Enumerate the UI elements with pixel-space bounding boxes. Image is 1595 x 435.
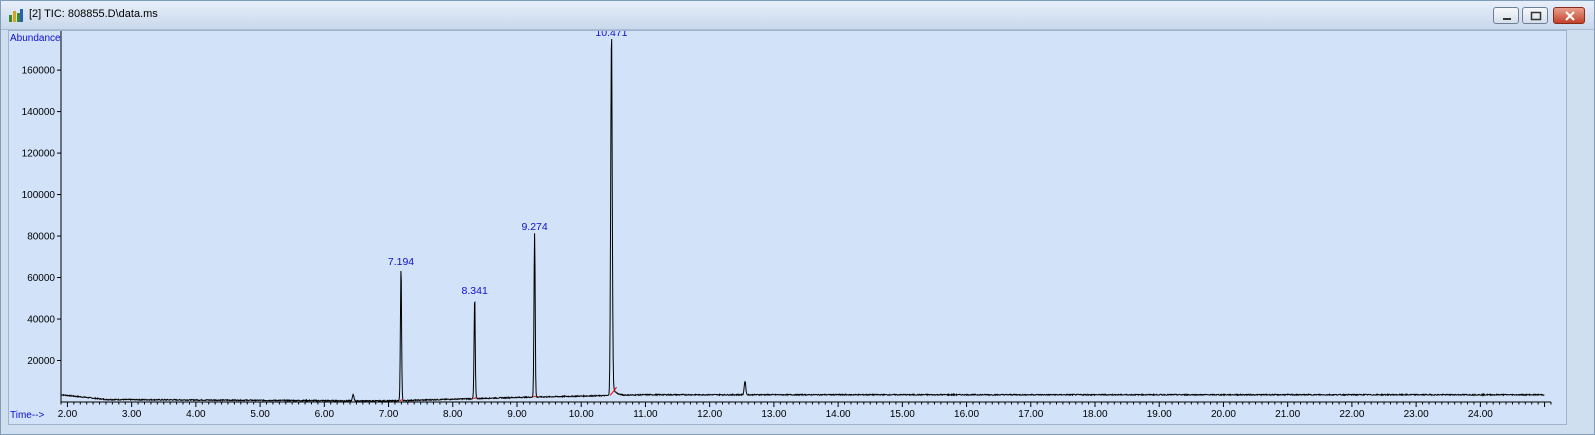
chromatogram-app-icon — [9, 9, 23, 22]
peak-label: 9.274 — [521, 221, 547, 233]
x-tick-label: 5.00 — [250, 409, 270, 420]
chromatogram-chart: 20000 40000 60000 80000 100000 120000 140000 16… — [10, 31, 1552, 421]
x-tick-label: 6.00 — [315, 409, 335, 420]
x-tick-label: 23.00 — [1404, 409, 1429, 420]
y-tick-label: 100000 — [22, 190, 56, 201]
y-tick-label: 160000 — [22, 66, 56, 77]
chromatogram-plot-area[interactable]: 20000 40000 60000 80000 100000 120000 140000 16… — [8, 30, 1567, 425]
x-tick-label: 20.00 — [1211, 409, 1236, 420]
maximize-button[interactable] — [1522, 7, 1548, 24]
minimize-button[interactable] — [1493, 7, 1519, 24]
right-edge-panel — [1567, 30, 1593, 423]
y-tick-label: 140000 — [22, 107, 56, 118]
maximize-icon — [1530, 11, 1542, 21]
peak-integration-baseline — [533, 395, 537, 398]
close-icon — [1565, 11, 1575, 21]
peak-integration-baseline — [609, 386, 617, 396]
x-tick-label: 18.00 — [1082, 409, 1107, 420]
x-axis-label: Time--> — [10, 410, 45, 421]
x-tick-label: 9.00 — [507, 409, 527, 420]
x-tick-label: 2.00 — [58, 409, 78, 420]
x-tick-label: 24.00 — [1468, 409, 1493, 420]
x-tick-label: 11.00 — [633, 409, 658, 420]
close-button[interactable] — [1553, 7, 1585, 24]
y-tick-label: 20000 — [27, 356, 55, 367]
peak-label: 7.194 — [388, 256, 414, 268]
peak-label: 8.341 — [462, 285, 488, 297]
x-tick-label: 13.00 — [761, 409, 786, 420]
x-tick-label: 15.00 — [890, 409, 915, 420]
x-tick-label: 17.00 — [1018, 409, 1043, 420]
x-tick-label: 10.00 — [569, 409, 594, 420]
x-tick-label: 21.00 — [1275, 409, 1300, 420]
y-tick-label: 80000 — [27, 232, 55, 243]
peak-integration-baseline — [473, 397, 477, 400]
x-tick-label: 3.00 — [122, 409, 142, 420]
x-tick-label: 4.00 — [186, 409, 206, 420]
x-tick-label: 7.00 — [379, 409, 399, 420]
title-bar[interactable]: [2] TIC: 808855.D\data.ms — [1, 1, 1594, 30]
x-tick-label: 12.00 — [697, 409, 722, 420]
x-tick-label: 8.00 — [443, 409, 463, 420]
window-title: [2] TIC: 808855.D\data.ms — [29, 8, 158, 20]
y-tick-label: 120000 — [22, 149, 56, 160]
peak-label: 10.471 — [595, 31, 627, 39]
y-axis-label: Abundance — [10, 33, 61, 44]
peak-integration-baseline — [399, 399, 404, 402]
y-tick-label: 60000 — [27, 273, 55, 284]
x-tick-label: 16.00 — [954, 409, 979, 420]
minimize-icon — [1503, 18, 1511, 20]
x-tick-label: 14.00 — [826, 409, 851, 420]
tic-trace — [61, 38, 1545, 403]
x-tick-label: 22.00 — [1339, 409, 1364, 420]
y-tick-label: 40000 — [27, 315, 55, 326]
x-tick-label: 19.00 — [1147, 409, 1172, 420]
